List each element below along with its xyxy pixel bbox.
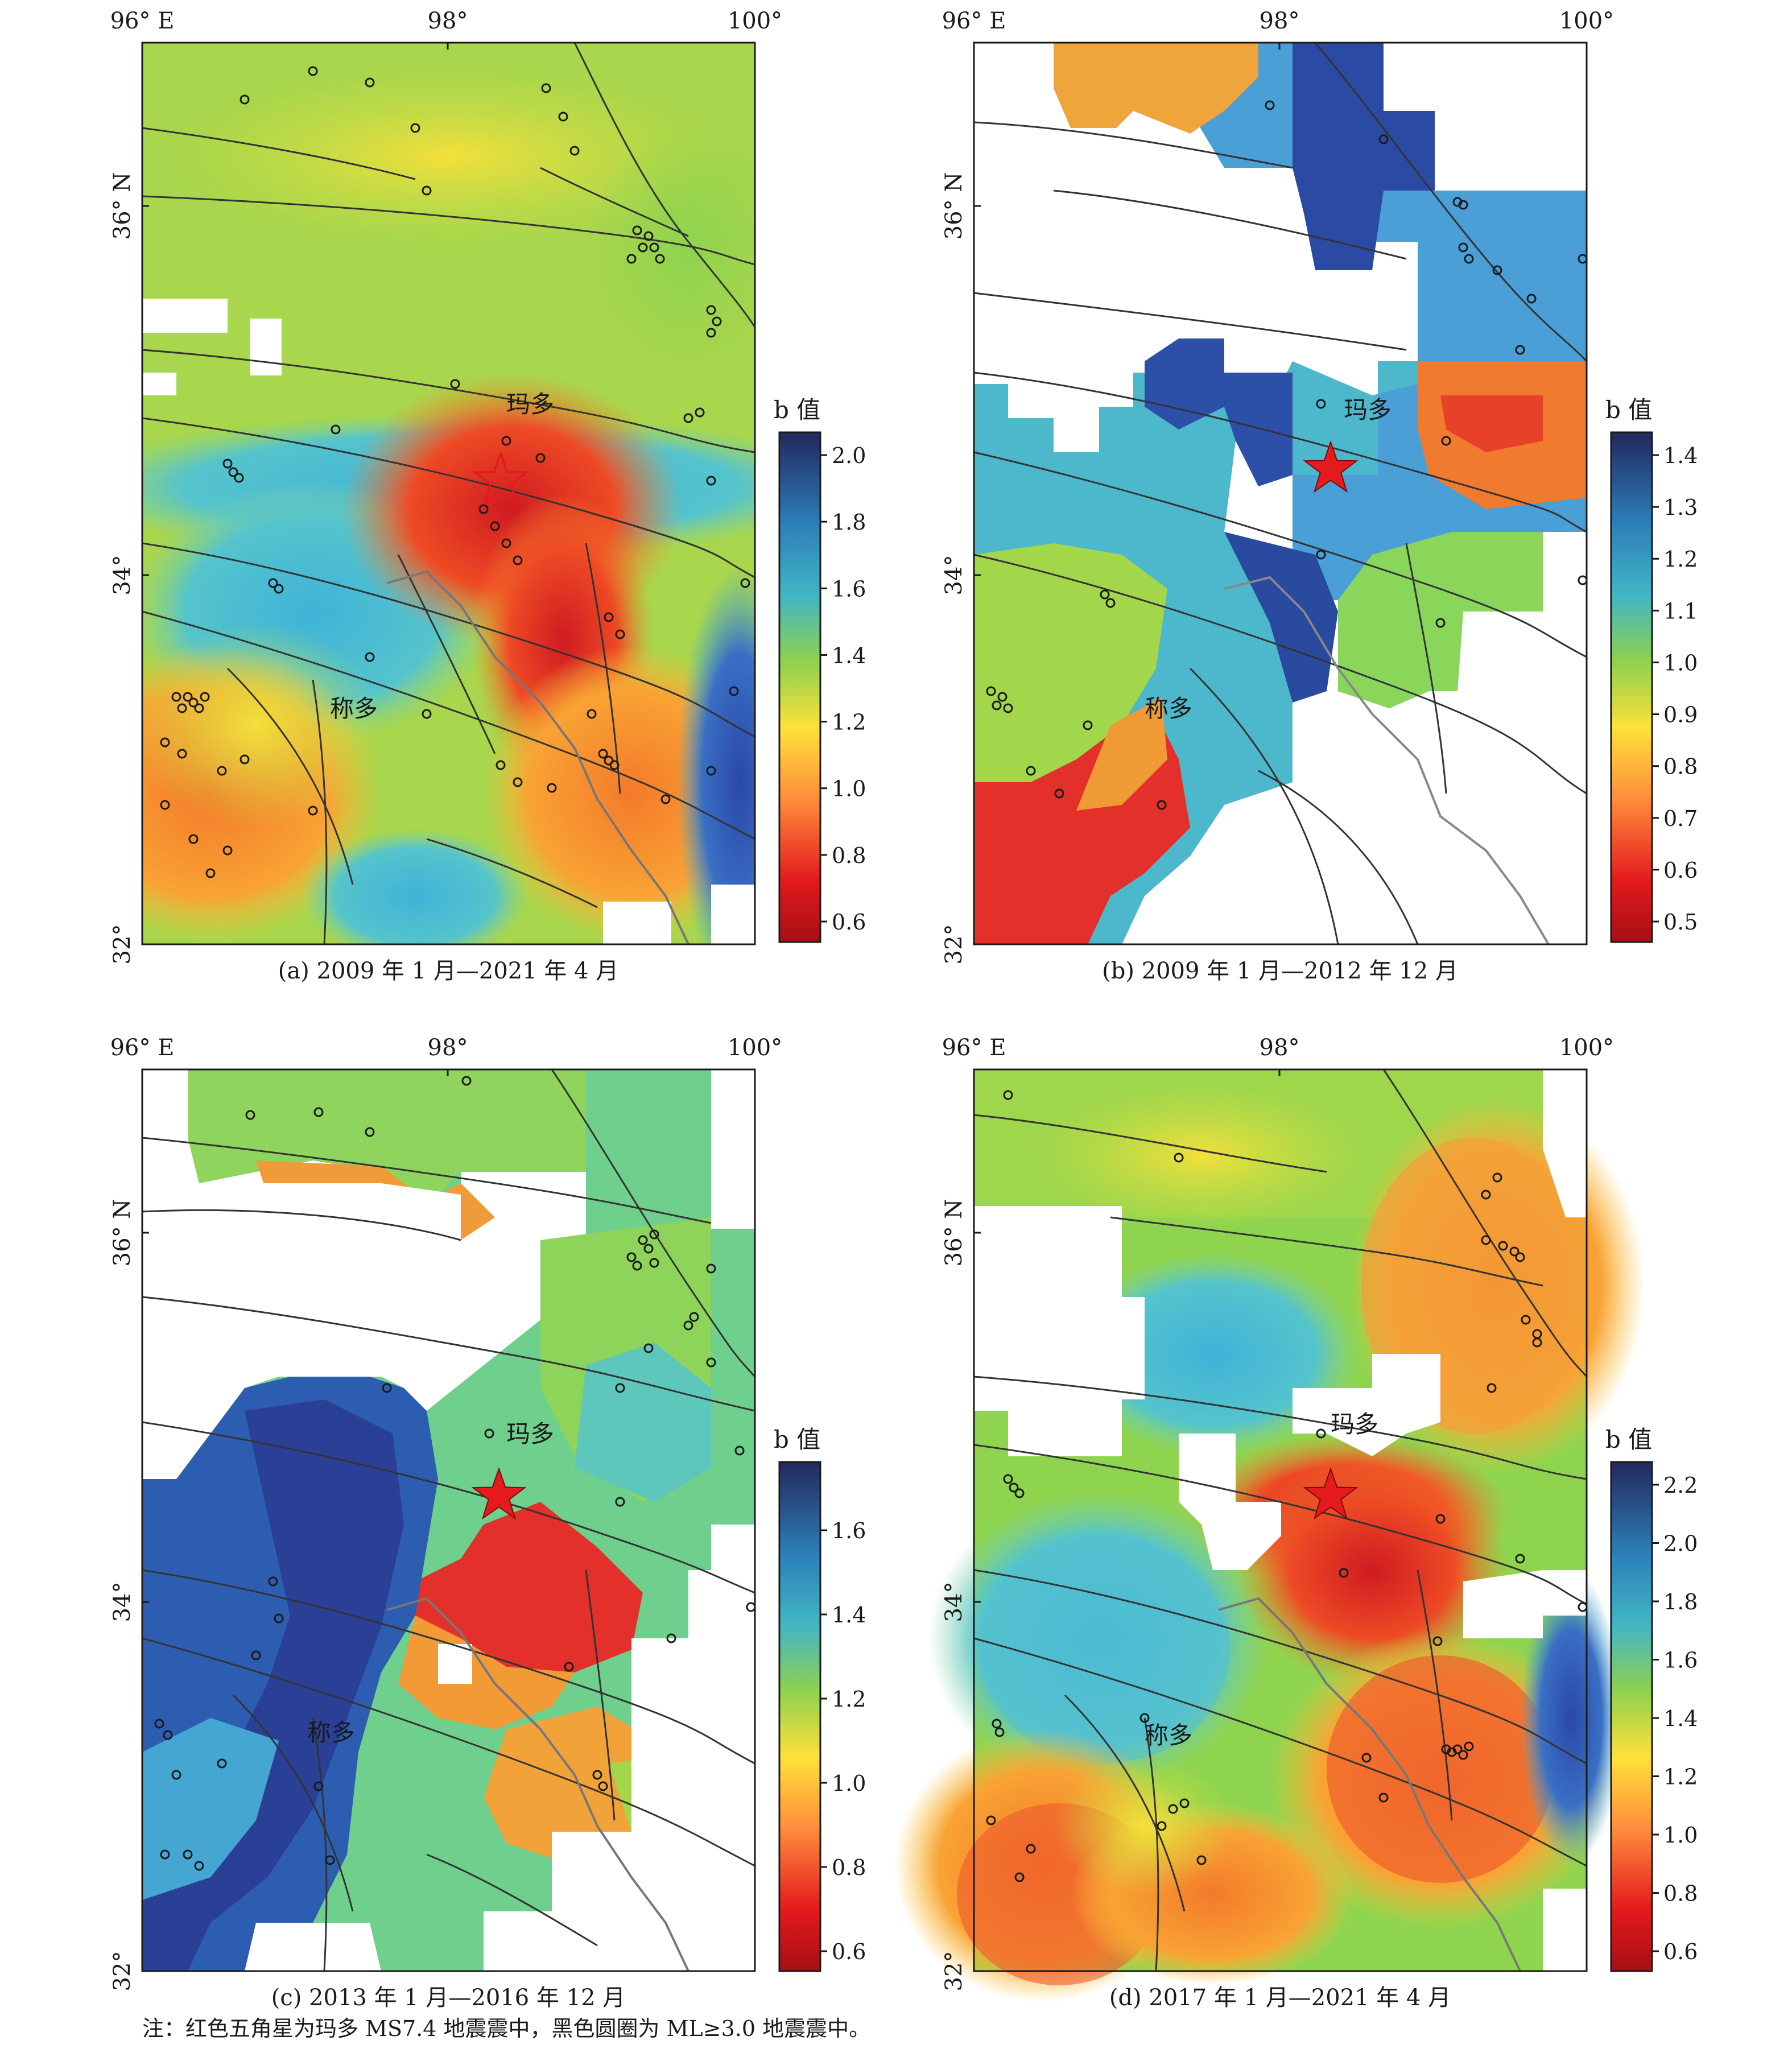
panel-c-lat-32: 32° (109, 1951, 135, 1992)
panel-c-caption: (c) 2013 年 1 月—2016 年 12 月 (271, 1985, 626, 2011)
panel-b-faults (973, 42, 1588, 945)
panel-c-faults (142, 1069, 756, 1972)
panel-c-lon-96: 96° E (110, 1035, 175, 1061)
panel-a-lon-96: 96° E (110, 8, 175, 34)
panel-b-lon-98: 98° (1260, 8, 1300, 34)
panel-a-lat-36: 36° N (109, 172, 135, 240)
colorbar-tick-label: 1.0 (832, 776, 866, 802)
panel-b-caption: (b) 2009 年 1 月—2012 年 12 月 (1102, 958, 1458, 984)
panel-c-lon-98: 98° (428, 1035, 468, 1061)
panel-c-lon-100: 100° (728, 1035, 782, 1061)
panel-b-colorbar-ticks: 1.4 1.3 1.2 1.1 1.0 0.9 0.8 0.7 0.6 0.5 (1652, 443, 1698, 935)
panel-a-lat-32: 32° (109, 924, 135, 965)
panel-b-lon-100: 100° (1559, 8, 1614, 34)
colorbar-tick-label: 1.6 (1663, 1648, 1698, 1673)
panel-a-boundary (386, 570, 689, 945)
panel-c-lat-36: 36° N (109, 1199, 135, 1267)
colorbar-tick-label: 1.0 (1663, 650, 1698, 675)
colorbar-tick-label: 1.2 (832, 1687, 866, 1712)
panel-b-lat-34: 34° (941, 555, 967, 596)
panel-d-label-chenduo: 称多 (1145, 1721, 1192, 1749)
colorbar-tick-label: 1.6 (832, 576, 866, 601)
panel-c-colorbar: b 值 1.6 1.4 1.2 1.0 0.8 0.6 (774, 1426, 866, 1972)
panel-a-label-maduo: 玛多 (506, 390, 554, 418)
panel-a-events (160, 66, 750, 878)
panel-d-colorbar-ticks: 2.2 2.0 1.8 1.6 1.4 1.2 1.0 0.8 0.6 (1652, 1473, 1698, 1964)
colorbar-tick-label: 1.2 (1663, 547, 1698, 572)
panel-c-lat-34: 34° (109, 1582, 135, 1622)
panel-d-lon-98: 98° (1260, 1035, 1300, 1061)
panel-a-map: 玛多 称多 96° E 98° 100° 36° N 34° 32° (a) 2… (109, 8, 782, 984)
panel-a-colorbar-ticks: 2.0 1.8 1.6 1.4 1.2 1.0 0.8 0.6 (820, 443, 866, 935)
colorbar-tick-label: 1.2 (1663, 1765, 1698, 1790)
colorbar-tick-label: 0.7 (1663, 806, 1698, 831)
colorbar-tick-label: 0.8 (832, 843, 866, 868)
panel-b-colorbar: b 值 1.4 1.3 1.2 1.1 1.0 0.9 0.8 0.7 0.6 0.5 (1605, 396, 1698, 943)
panel-d-lat-34: 34° (941, 1582, 967, 1622)
colorbar-tick-label: 2.0 (832, 443, 866, 468)
colorbar-tick-label: 1.8 (1663, 1589, 1698, 1614)
panel-a-lon-100: 100° (728, 8, 782, 34)
panel-d-lon-100: 100° (1559, 1035, 1614, 1061)
panel-d-lat-36: 36° N (941, 1199, 967, 1267)
colorbar-tick-label: 0.8 (1663, 1881, 1698, 1906)
colorbar-tick-label: 1.0 (1663, 1823, 1698, 1848)
panel-a-lat-34: 34° (109, 555, 135, 596)
panel-c-label-maduo: 玛多 (506, 1420, 554, 1448)
panel-b-lon-96: 96° E (942, 8, 1006, 34)
panel-c-events (154, 1076, 756, 1871)
panel-b-colorbar-title: b 值 (1605, 396, 1652, 424)
colorbar-tick-label: 2.2 (1663, 1473, 1698, 1498)
colorbar-tick-label: 0.6 (1663, 858, 1698, 883)
colorbar-tick-label: 1.3 (1663, 495, 1698, 520)
colorbar-tick-label: 1.6 (832, 1518, 866, 1543)
panel-b-map: 玛多 称多 96° E 98° 100° 36° N 34° 32° (b) 2… (941, 8, 1614, 984)
colorbar-tick-label: 1.1 (1663, 598, 1698, 623)
colorbar-tick-label: 1.8 (832, 510, 866, 535)
panel-b-lat-36: 36° N (941, 172, 967, 240)
colorbar-tick-label: 1.2 (832, 710, 866, 735)
colorbar-tick-label: 1.4 (1663, 443, 1698, 468)
panel-d-lon-96: 96° E (942, 1035, 1006, 1061)
colorbar-tick-label: 0.9 (1663, 703, 1698, 728)
panel-d-colorbar-title: b 值 (1605, 1426, 1652, 1453)
panel-d-faults (973, 1069, 1588, 1972)
panel-a-faults (142, 42, 756, 945)
panel-a-caption: (a) 2009 年 1 月—2021 年 4 月 (278, 958, 619, 984)
panel-a-colorbar-title: b 值 (774, 396, 820, 424)
panel-d-map: 玛多 称多 96° E 98° 100° 36° N 34° 32° (d) 2… (894, 1035, 1645, 2011)
colorbar-tick-label: 1.4 (832, 643, 866, 668)
panel-a-lon-98: 98° (428, 8, 468, 34)
panel-b-label-maduo: 玛多 (1344, 396, 1392, 424)
panel-d-label-maduo: 玛多 (1331, 1410, 1378, 1438)
colorbar-tick-label: 0.5 (1663, 910, 1698, 935)
panel-c-colorbar-ticks: 1.6 1.4 1.2 1.0 0.8 0.6 (820, 1518, 866, 1964)
colorbar-tick-label: 1.0 (832, 1771, 866, 1796)
colorbar-tick-label: 2.0 (1663, 1531, 1698, 1556)
panel-c-map: 玛多 称多 96° E 98° 100° 36° N 34° 32° (c) 2… (109, 1035, 782, 2011)
colorbar-tick-label: 0.6 (832, 910, 866, 935)
panel-d-boundary (1218, 1597, 1521, 1972)
colorbar-tick-label: 0.8 (1663, 754, 1698, 779)
panel-d-caption: (d) 2017 年 1 月—2021 年 4 月 (1109, 1985, 1451, 2011)
panel-c-boundary (386, 1597, 689, 1972)
colorbar-tick-label: 1.4 (832, 1602, 866, 1628)
panel-b-lat-32: 32° (941, 924, 967, 965)
panel-d-lat-32: 32° (941, 1951, 967, 1992)
panel-b-boundary (1224, 576, 1550, 945)
colorbar-tick-label: 0.6 (1663, 1939, 1698, 1964)
figure-note: 注：红色五角星为玛多 MS7.4 地震震中，黑色圆圈为 ML≥3.0 地震震中。 (142, 2016, 871, 2041)
colorbar-tick-label: 0.8 (832, 1855, 866, 1880)
colorbar-tick-label: 0.6 (832, 1939, 866, 1964)
panel-c-colorbar-title: b 值 (774, 1426, 820, 1453)
panel-a-label-chenduo: 称多 (330, 695, 378, 722)
panel-d-colorbar: b 值 2.2 2.0 1.8 1.6 1.4 1.2 1.0 0.8 0.6 (1605, 1426, 1698, 1972)
colorbar-tick-label: 1.4 (1663, 1706, 1698, 1731)
panel-b-label-chenduo: 称多 (1145, 695, 1192, 722)
panel-d-events (986, 1090, 1588, 1882)
panel-a-colorbar: b 值 2.0 1.8 1.6 1.4 1.2 1.0 0.8 0.6 (774, 396, 866, 943)
panel-c-label-chenduo: 称多 (307, 1719, 355, 1746)
